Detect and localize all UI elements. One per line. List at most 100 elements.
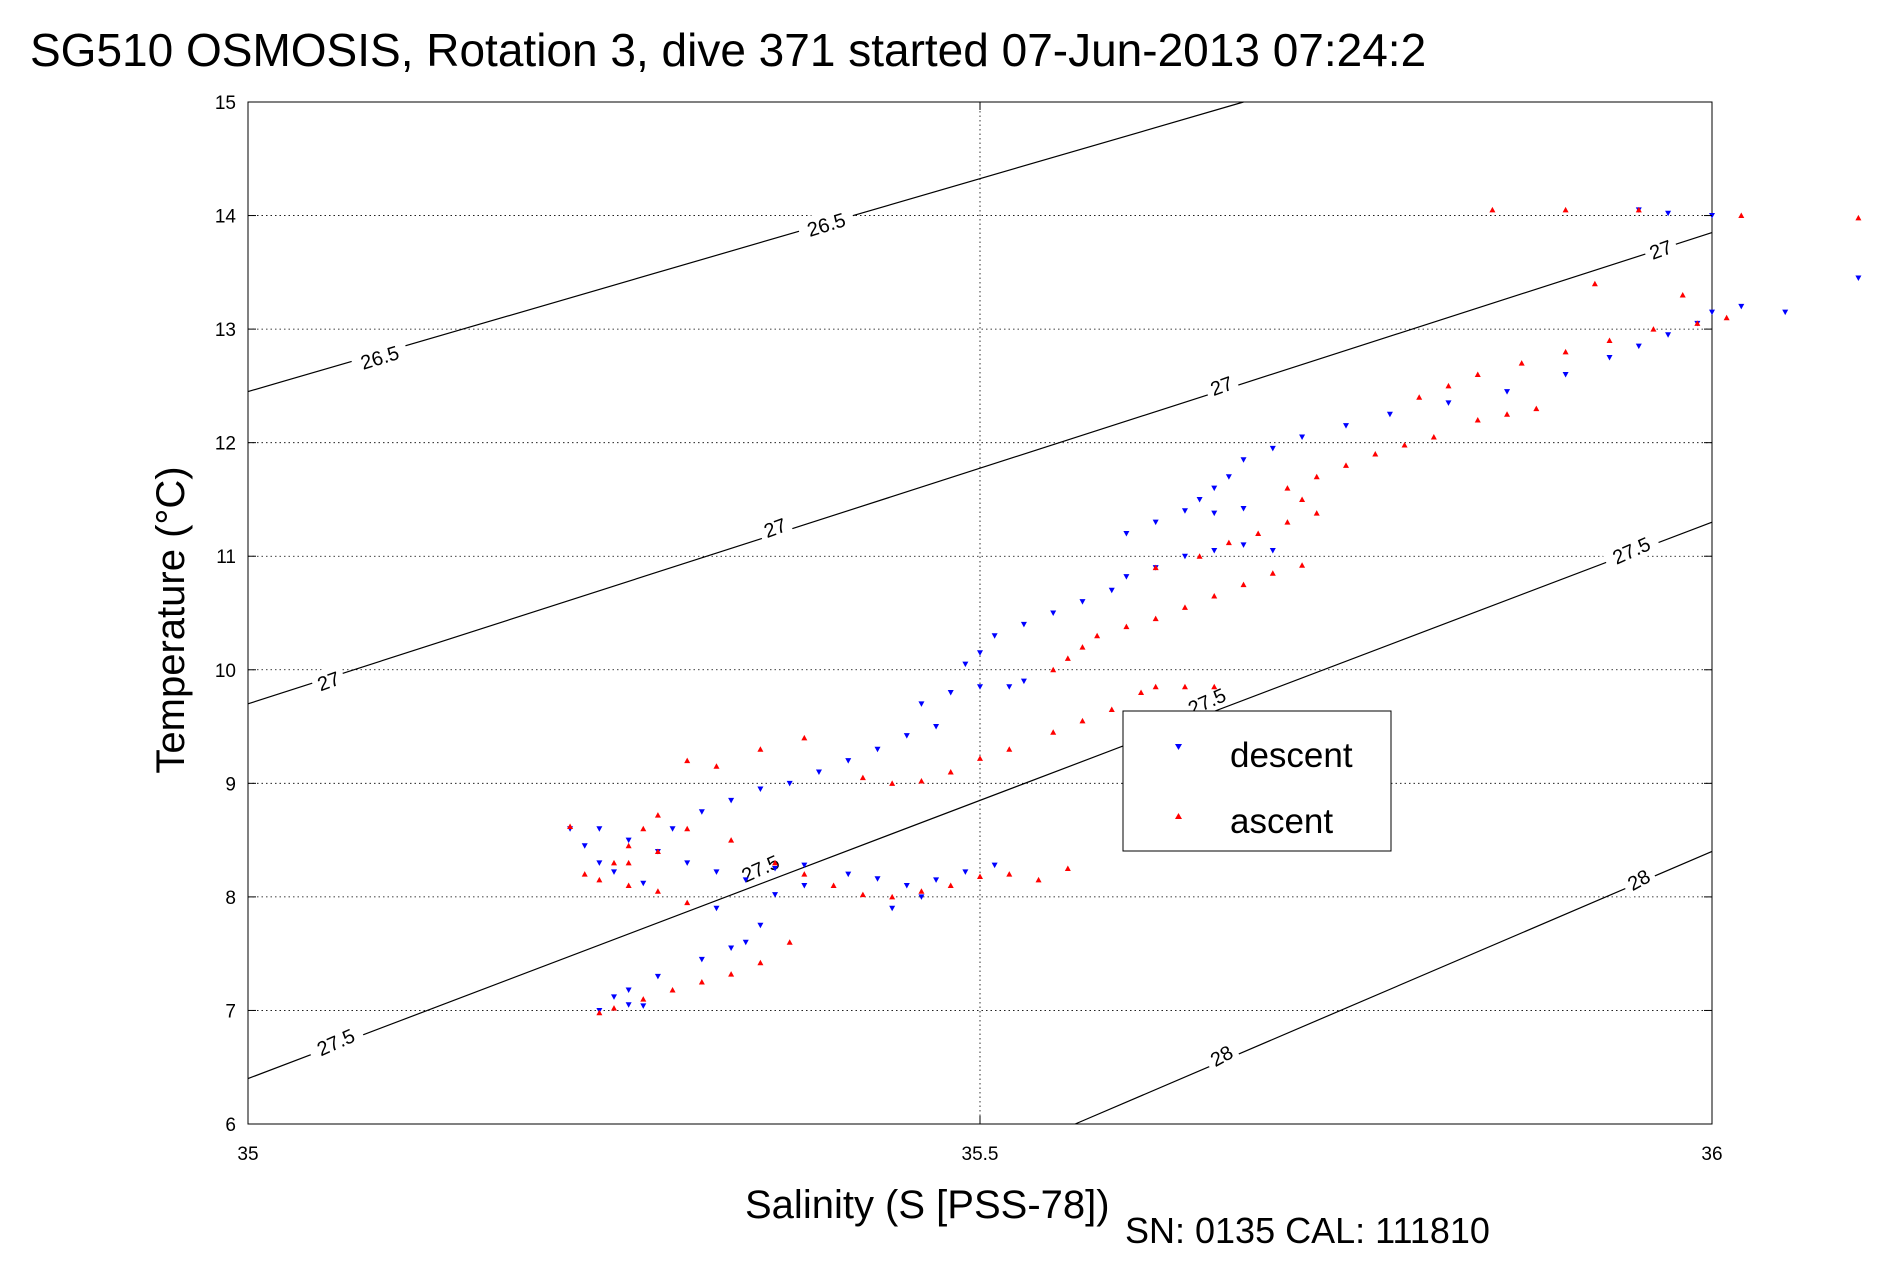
descent-point (918, 701, 925, 707)
ascent-point (1562, 206, 1569, 213)
ascent-point (947, 882, 954, 889)
descent-point (874, 746, 881, 753)
ascent-point (1211, 683, 1218, 690)
ascent-point (1591, 280, 1598, 287)
x-tick-label: 36 (1701, 1144, 1722, 1165)
ascent-point (640, 996, 647, 1002)
descent-point (1635, 343, 1642, 350)
ascent-point (654, 812, 661, 818)
descent-point (698, 809, 705, 815)
descent-point (1020, 621, 1027, 628)
x-tick-label: 35.5 (962, 1144, 999, 1165)
y-tick-label: 6 (225, 1115, 236, 1136)
descent-point (611, 869, 617, 875)
descent-point (1299, 434, 1306, 440)
ascent-point (596, 1009, 603, 1016)
ascent-point (1284, 519, 1291, 525)
grid-lines (247, 101, 1713, 1125)
descent-point (1196, 496, 1203, 503)
ascent-point (625, 859, 632, 866)
y-tick-label: 14 (215, 207, 237, 228)
x-axis-label: Salinity (S [PSS-78]) (745, 1183, 1110, 1227)
ascent-point (1313, 510, 1320, 516)
ascent-point (1474, 416, 1481, 423)
ascent-point (596, 876, 603, 883)
ascent-point (918, 888, 925, 894)
ascent-point (918, 778, 925, 784)
ascent-point (1313, 473, 1320, 480)
legend-box (1122, 710, 1392, 852)
descent-point (625, 837, 632, 844)
descent-point (1020, 678, 1027, 685)
descent-point (625, 987, 632, 994)
legend-descent-label: descent (1230, 736, 1353, 775)
descent-point (1123, 574, 1130, 580)
ascent-point (889, 893, 896, 900)
ascent-point (801, 871, 808, 877)
descent-point (772, 892, 779, 898)
ascent-point (1606, 337, 1613, 343)
descent-point (1562, 372, 1569, 378)
descent-point (874, 876, 881, 882)
y-tick-label: 12 (215, 434, 236, 455)
chart-title: SG510 OSMOSIS, Rotation 3, dive 371 star… (30, 24, 1426, 76)
ascent-point (1138, 689, 1145, 695)
ascent-point (684, 899, 691, 906)
contour-label: 27.5 (314, 1025, 359, 1061)
descent-point (801, 883, 808, 889)
ascent-point (1152, 615, 1159, 622)
descent-point (918, 894, 925, 900)
ascent-point (1094, 632, 1101, 639)
descent-point (991, 862, 998, 869)
ascent-point (1299, 562, 1306, 568)
descent-point (1225, 474, 1232, 480)
ascent-point (654, 848, 661, 854)
ascent-point (786, 939, 793, 945)
ascent-point (713, 763, 720, 769)
contour-label: 27.5 (1610, 533, 1655, 569)
ascent-point (947, 768, 954, 775)
descent-point (1006, 684, 1013, 690)
y-tick-label: 7 (225, 1001, 236, 1022)
descent-point (654, 973, 661, 980)
ascent-point (728, 837, 735, 843)
ascent-point (801, 734, 808, 741)
descent-point (962, 869, 969, 875)
descent-point (845, 871, 852, 878)
ascent-point (1152, 683, 1159, 690)
ascent-point (1050, 729, 1057, 735)
descent-point (713, 905, 720, 912)
ascent-point (977, 755, 983, 761)
legend-ascent-marker (1175, 813, 1182, 819)
descent-point (757, 786, 764, 793)
ascent-point (567, 823, 574, 829)
ascent-point (611, 1005, 617, 1011)
descent-point (933, 877, 940, 883)
descent-point (1445, 400, 1452, 406)
ascent-point (1474, 371, 1481, 378)
y-tick-label: 8 (225, 888, 236, 909)
ascent-point (1518, 360, 1525, 366)
descent-point (669, 826, 676, 832)
descent-point (728, 797, 735, 804)
descent-point (1211, 510, 1218, 517)
ascent-point (1723, 314, 1730, 321)
descent-point (713, 869, 720, 875)
ascent-point (654, 888, 661, 894)
ascent-point (1152, 564, 1159, 571)
descent-point (757, 922, 764, 929)
x-tick-label: 35 (237, 1144, 258, 1165)
descent-point (903, 733, 910, 739)
y-tick-label: 13 (215, 320, 236, 341)
descent-point (1050, 610, 1057, 616)
descent-point (1665, 210, 1672, 217)
descent-point (1240, 457, 1247, 463)
ascent-series (567, 206, 1862, 1016)
descent-point (1855, 275, 1862, 282)
ascent-point (1445, 382, 1452, 389)
footer-serial-calibration: SN: 0135 CAL: 111810 (1125, 1210, 1490, 1251)
ascent-point (977, 873, 983, 879)
descent-point (1343, 423, 1349, 429)
ascent-point (1694, 320, 1701, 326)
ascent-point (698, 979, 705, 985)
